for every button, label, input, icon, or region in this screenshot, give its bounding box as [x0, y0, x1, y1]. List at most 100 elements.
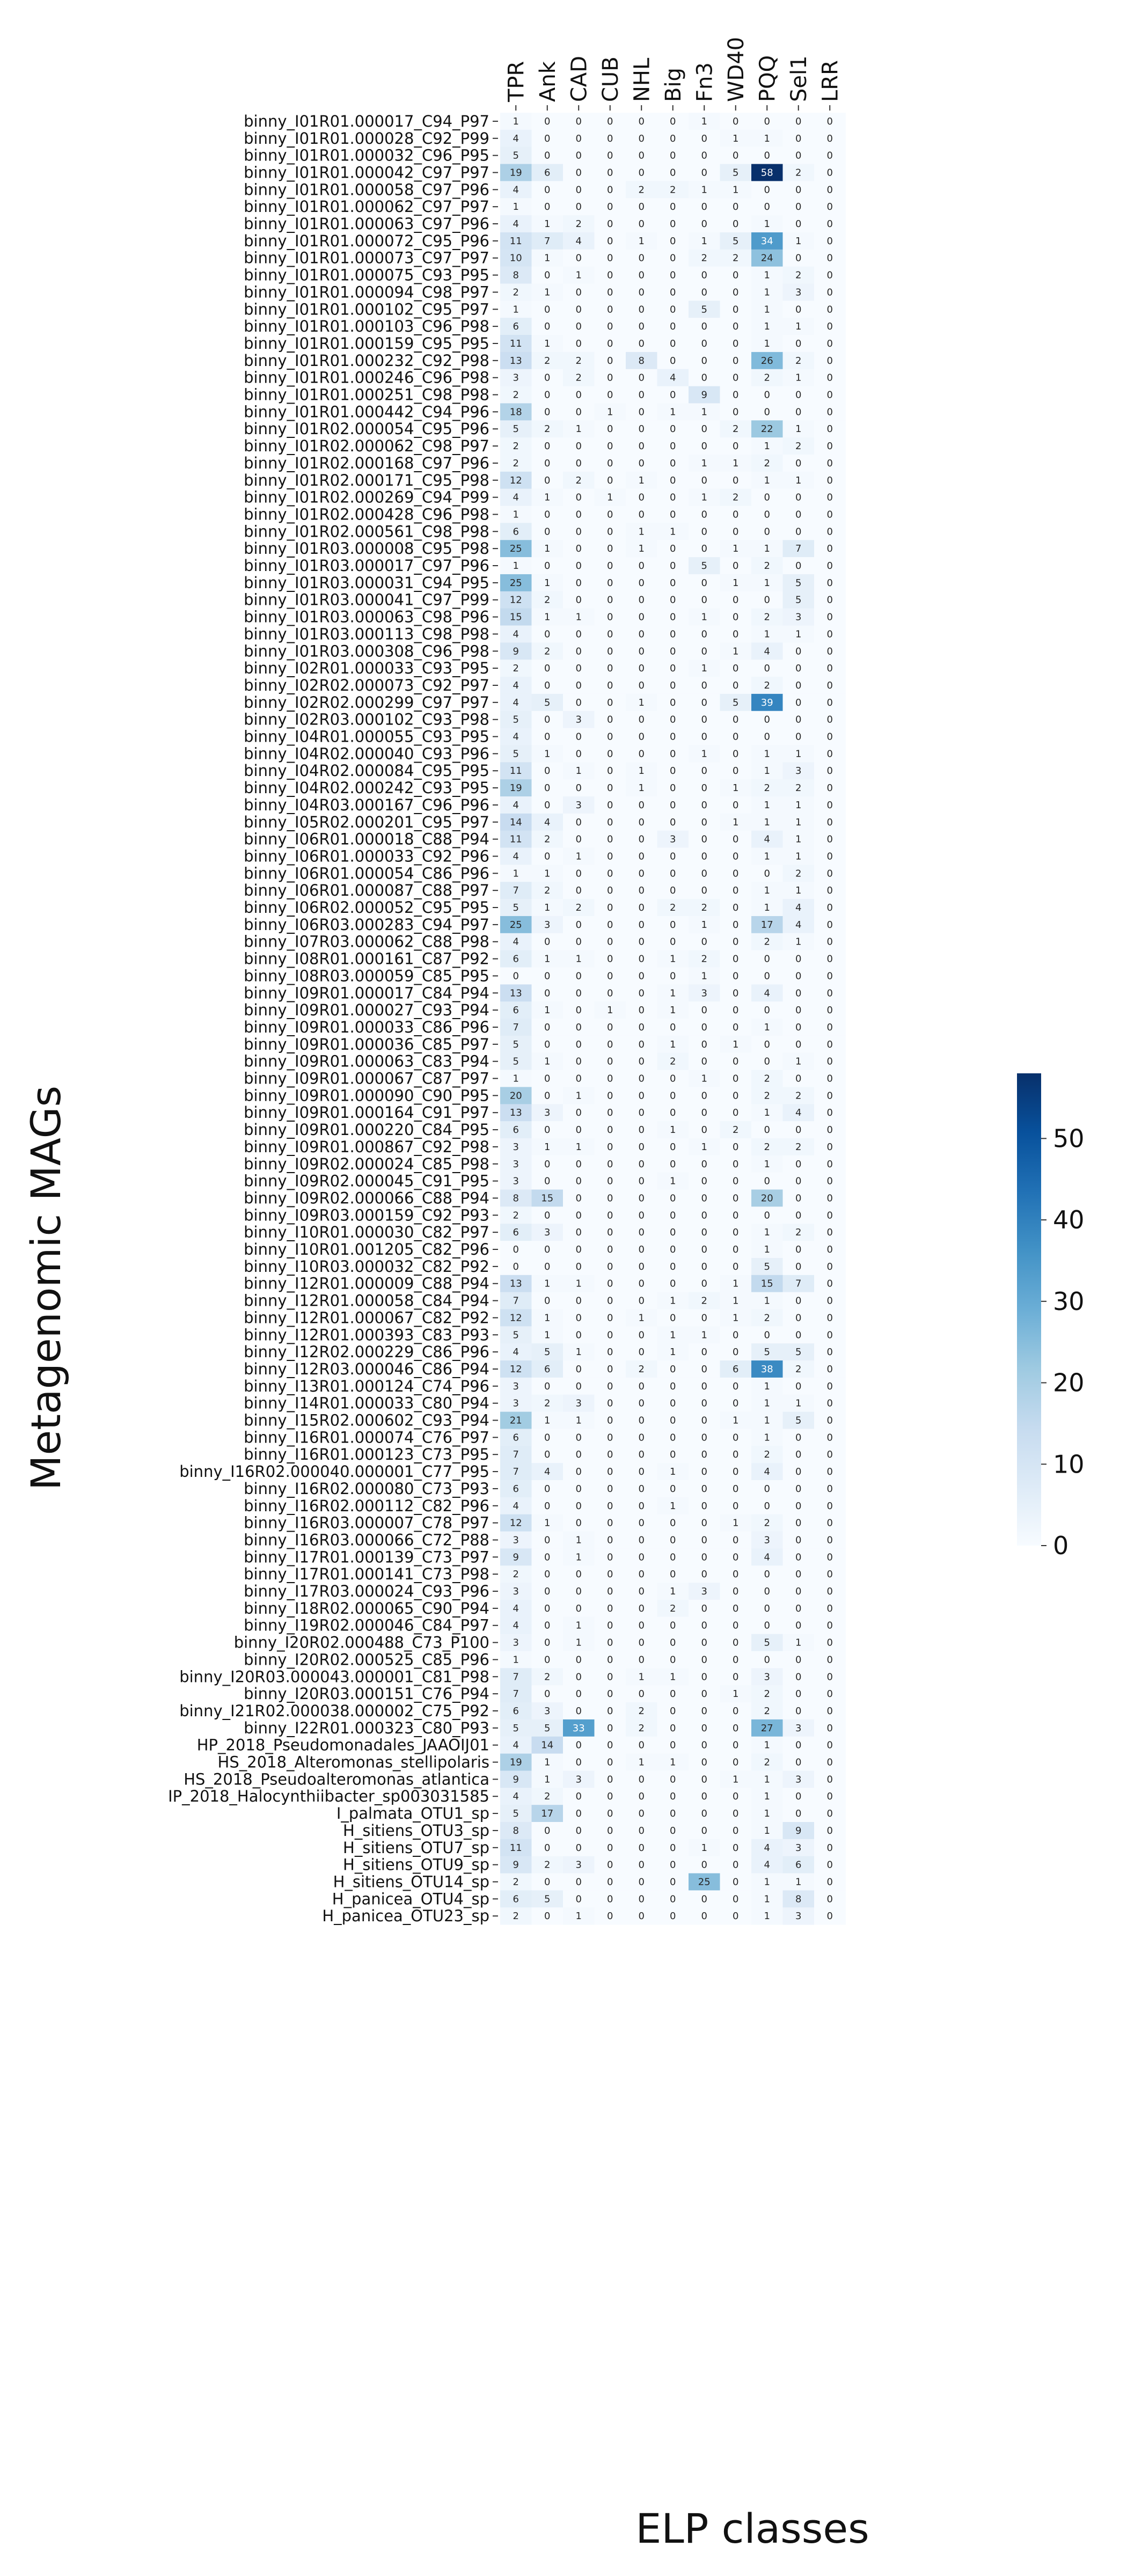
heatmap-cell: [657, 1890, 689, 1908]
cell-value-label: 0: [607, 646, 613, 657]
row-label: binny_I09R01.000027_C93_P94: [244, 1001, 489, 1019]
colorbar-tick-label: 40: [1053, 1205, 1085, 1234]
cell-value-label: 0: [607, 1740, 613, 1751]
cell-value-label: 0: [607, 1244, 613, 1255]
heatmap-cell: [594, 1805, 626, 1823]
cell-value-label: 2: [795, 1364, 801, 1375]
cell-value-label: 0: [639, 1346, 645, 1358]
heatmap-cell: [531, 1001, 564, 1019]
cell-value-label: 14: [541, 1740, 553, 1751]
heatmap-cell: [563, 1839, 595, 1857]
heatmap-cell: [500, 129, 532, 148]
cell-value-label: 1: [764, 338, 770, 349]
cell-value-label: 2: [670, 1056, 676, 1067]
cell-value-label: 0: [795, 663, 801, 674]
cell-value-label: 0: [607, 680, 613, 691]
cell-value-label: 1: [576, 1637, 582, 1649]
cell-value-label: 0: [795, 714, 801, 726]
cell-value-label: 1: [764, 1876, 770, 1887]
heatmap-cell: [782, 1411, 815, 1429]
cell-value-label: 4: [513, 1501, 519, 1512]
cell-value-label: 0: [827, 1620, 833, 1631]
cell-value-label: 1: [670, 1039, 676, 1050]
heatmap-cell: [531, 1907, 564, 1925]
heatmap-cell: [626, 660, 657, 677]
row-label: binny_I16R03.000066_C72_P88: [244, 1531, 489, 1549]
heatmap-cell: [657, 335, 689, 353]
cell-value-label: 0: [639, 1501, 645, 1512]
heatmap-cell: [500, 301, 532, 318]
row-label: binny_I01R01.000075_C93_P95: [244, 266, 489, 284]
heatmap-cell: [500, 1497, 532, 1515]
cell-value-label: 0: [639, 1774, 645, 1785]
cell-value-label: 0: [670, 1210, 676, 1221]
heatmap-cell: [689, 1138, 720, 1156]
cell-value-label: 0: [607, 1534, 613, 1546]
cell-value-label: 0: [670, 355, 676, 367]
heatmap-cell: [500, 198, 532, 216]
heatmap-cell: [563, 745, 595, 763]
heatmap-cell: [563, 455, 595, 472]
heatmap-cell: [782, 933, 815, 951]
cell-value-label: 1: [764, 1227, 770, 1238]
heatmap-cell: [782, 1616, 815, 1635]
heatmap-cell: [751, 1241, 783, 1258]
heatmap-cell: [626, 1189, 657, 1207]
heatmap-cell: [531, 1531, 564, 1549]
heatmap-cell: [751, 1394, 783, 1413]
heatmap-cell: [689, 1463, 720, 1481]
row-label: binny_I01R01.000058_C97_P96: [244, 180, 489, 199]
heatmap-cell: [626, 830, 657, 848]
cell-value-label: 0: [639, 372, 645, 384]
row-label: binny_I09R02.000024_C85_P98: [244, 1155, 489, 1173]
heatmap-cell: [814, 967, 846, 985]
cell-value-label: 0: [827, 1808, 833, 1819]
heatmap-cell: [563, 608, 595, 626]
heatmap-cell: [720, 1189, 752, 1207]
cell-value-label: 0: [670, 1398, 676, 1409]
cell-value-label: 0: [607, 612, 613, 623]
cell-value-label: 0: [607, 1603, 613, 1614]
cell-value-label: 0: [733, 1244, 738, 1255]
heatmap-cell: [563, 1548, 595, 1566]
cell-value-label: 1: [544, 1518, 550, 1529]
heatmap-cell: [720, 266, 752, 284]
cell-value-label: 3: [513, 1381, 519, 1392]
cell-value-label: 7: [513, 1449, 519, 1460]
heatmap-cell: [563, 1565, 595, 1583]
cell-value-label: 2: [764, 1090, 770, 1101]
cell-value-label: 0: [795, 1244, 801, 1255]
cell-value-label: 3: [513, 1141, 519, 1153]
heatmap-cell: [626, 557, 657, 575]
cell-value-label: 2: [544, 1671, 550, 1682]
heatmap-cell: [594, 1052, 626, 1071]
heatmap-cell: [814, 1394, 846, 1413]
heatmap-cell: [657, 899, 689, 917]
cell-value-label: 0: [733, 1261, 738, 1272]
heatmap-cell: [500, 557, 532, 575]
heatmap-cell: [782, 1548, 815, 1566]
heatmap-cell: [720, 318, 752, 335]
cell-value-label: 0: [639, 1876, 645, 1887]
heatmap-cell: [814, 660, 846, 677]
cell-value-label: 0: [701, 1124, 707, 1136]
cell-value-label: 0: [795, 1740, 801, 1751]
cell-value-label: 0: [827, 1381, 833, 1392]
cell-value-label: 0: [795, 133, 801, 144]
cell-value-label: 0: [701, 628, 707, 640]
heatmap-cell: [531, 1634, 564, 1651]
heatmap-cell: [814, 420, 846, 438]
cell-value-label: 0: [795, 697, 801, 708]
heatmap-cell: [563, 984, 595, 1002]
heatmap-cell: [751, 198, 783, 216]
cell-value-label: 0: [764, 1603, 770, 1614]
cell-value-label: 2: [764, 1757, 770, 1768]
heatmap-cell: [594, 1377, 626, 1395]
heatmap-cell: [720, 232, 752, 250]
heatmap-cell: [814, 129, 846, 148]
cell-value-label: 0: [670, 201, 676, 213]
cell-value-label: 12: [510, 1518, 522, 1529]
heatmap-cell: [563, 181, 595, 199]
heatmap-cell: [657, 967, 689, 985]
cell-value-label: 3: [576, 1860, 582, 1871]
